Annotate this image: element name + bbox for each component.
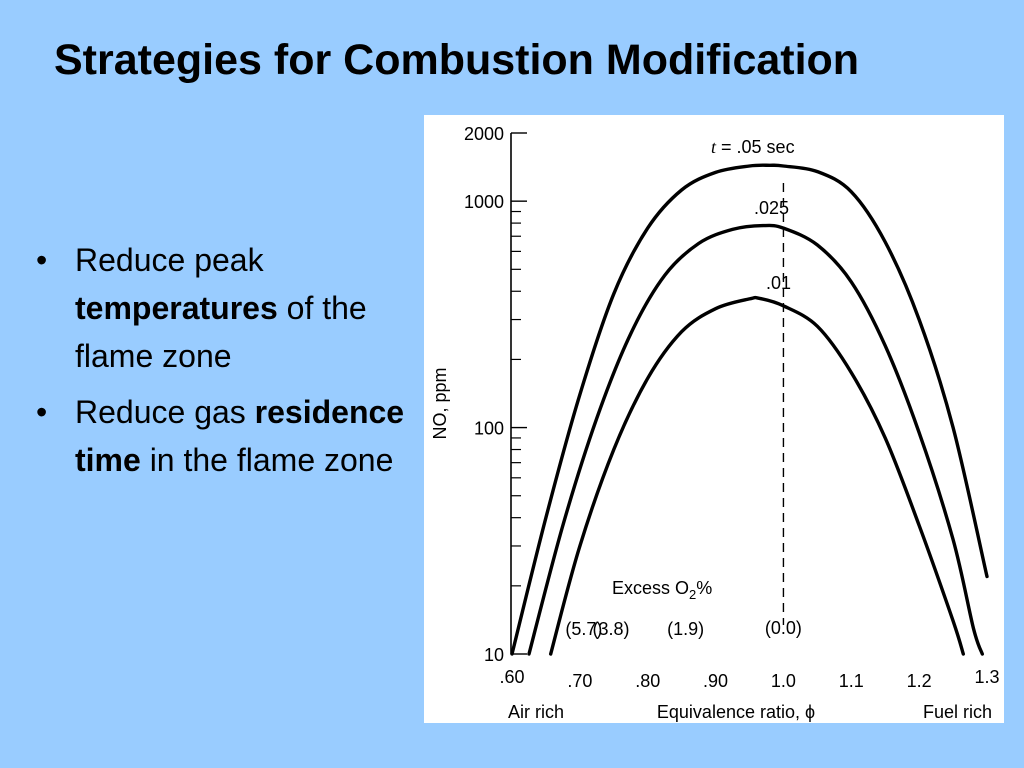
bullet-text-after: in the flame zone (140, 442, 394, 478)
x-tick-label: 1.3 (974, 667, 999, 687)
chart-series (510, 163, 989, 656)
excess-o2-sub: 2 (689, 587, 696, 602)
bullet-text-bold: residence time (75, 394, 405, 478)
bullet-text-after: of the flame zone (75, 290, 367, 374)
x-left-label: Air rich (508, 702, 564, 722)
bullet-glyph: • (36, 394, 48, 430)
bullet-text-before: Reduce gas (75, 394, 255, 430)
no-vs-equivalence-chart: 10 100 1000 2000 .60 .70 .80 .90 1.0 1.1 1.2 1.3 NO,… (430, 124, 1000, 722)
bullet-text-before: Reduce peak (75, 242, 264, 278)
y-tick-label: 10 (484, 645, 504, 665)
excess-o2-main: Excess O (612, 578, 689, 598)
series-label-var: t (711, 137, 717, 157)
excess-o2-value: (5.7) (565, 619, 602, 639)
x-tick-label: 1.1 (839, 671, 864, 691)
bullet-item: • Reduce peak temperatures of the flame … (30, 236, 410, 380)
y-tick-label: 1000 (464, 192, 504, 212)
chart-ticks (511, 132, 527, 655)
bullet-glyph: • (36, 242, 48, 278)
series-label: t = .05 sec (711, 137, 795, 157)
chart-panel: 10 100 1000 2000 .60 .70 .80 .90 1.0 1.1 1.2 1.3 NO,… (424, 115, 1004, 723)
bullet-list: • Reduce peak temperatures of the flame … (30, 236, 410, 492)
x-axis-title: Equivalence ratio, ϕ (657, 702, 815, 722)
series-label: .025 (754, 198, 789, 218)
slide-title: Strategies for Combustion Modification (54, 36, 860, 84)
y-tick-label: 100 (474, 419, 504, 439)
y-axis-title: NO, ppm (430, 367, 450, 439)
excess-o2-value: (1.9) (667, 619, 704, 639)
series-curve (510, 163, 989, 656)
series-curve (527, 223, 984, 656)
x-right-label: Fuel rich (923, 702, 992, 722)
chart-axes (510, 133, 785, 654)
x-tick-label: .90 (703, 671, 728, 691)
chart-labels: 10 100 1000 2000 .60 .70 .80 .90 1.0 1.1 1.2 1.3 NO,… (430, 124, 1000, 722)
x-tick-label: .80 (635, 671, 660, 691)
x-tick-label: .60 (499, 667, 524, 687)
excess-o2-value: (0.0) (765, 618, 802, 638)
y-tick-label: 2000 (464, 124, 504, 144)
bullet-text-bold: temperatures (75, 290, 278, 326)
excess-o2-suffix: % (696, 578, 712, 598)
x-tick-label: 1.0 (771, 671, 796, 691)
series-label-value: = .05 sec (716, 137, 795, 157)
excess-o2-value: (3.8) (592, 619, 629, 639)
series-label: .01 (766, 273, 791, 293)
x-tick-label: 1.2 (907, 671, 932, 691)
excess-o2-label: Excess O2% (612, 578, 712, 602)
x-tick-label: .70 (567, 671, 592, 691)
series-curve (549, 295, 965, 656)
bullet-item: • Reduce gas residence time in the flame… (30, 388, 410, 484)
